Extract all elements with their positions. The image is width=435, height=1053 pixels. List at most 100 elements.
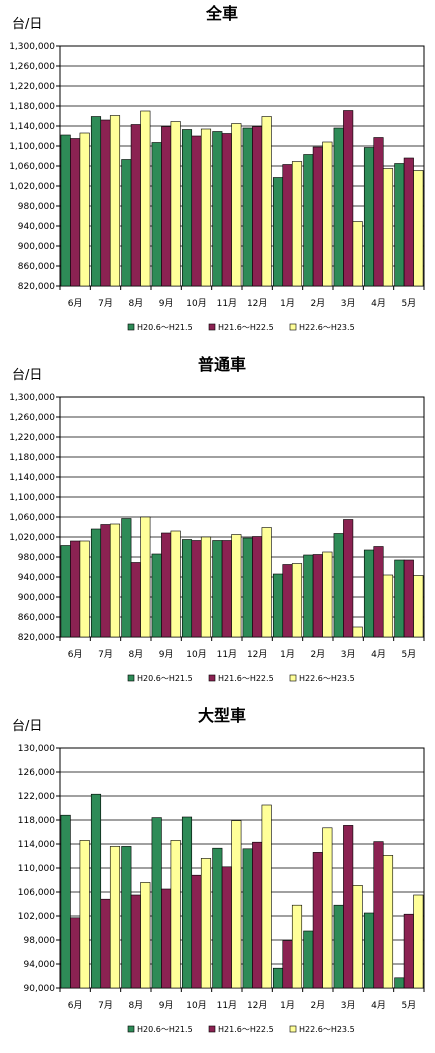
bar-all-vehicles-s3-2	[109, 115, 121, 287]
bar-all-vehicles-s3-9	[322, 141, 333, 287]
bar-large-vehicles-s1-3	[121, 846, 132, 989]
y-tick-label: 860,000	[18, 262, 55, 272]
x-category-label: 4月	[371, 298, 386, 309]
x-category-label: 11月	[217, 1000, 237, 1011]
y-tick-label: 98,000	[24, 936, 56, 946]
bar-all-vehicles-s3-8	[291, 161, 303, 287]
bar-large-vehicles-s2-9	[312, 852, 323, 989]
chart-all-vehicles: 全車台/日 1,300,000 1,260,000 1,220,000 1,180,00…	[9, 4, 425, 332]
y-tick-label: 110,000	[18, 864, 55, 874]
bar-all-vehicles-s1-5	[181, 129, 193, 287]
bar-large-vehicles-s1-4	[151, 817, 162, 989]
bar-all-vehicles-s3-10	[352, 221, 363, 287]
y-tick-label: 1,260,000	[9, 62, 55, 72]
bar-ordinary-vehicles-s2-9	[312, 554, 323, 638]
x-category-label: 10月	[186, 1000, 206, 1011]
y-tick-label: 940,000	[18, 573, 55, 583]
y-tick-label: 940,000	[18, 222, 55, 232]
bar-all-vehicles-s2-1	[70, 138, 81, 287]
bar-large-vehicles-s2-3	[130, 894, 141, 989]
bar-large-vehicles-s1-9	[303, 930, 314, 989]
bar-large-vehicles-s2-7	[252, 841, 263, 989]
legend-swatch	[208, 1025, 216, 1033]
legend-swatch	[289, 323, 297, 331]
bar-ordinary-vehicles-s3-2	[109, 523, 121, 638]
bar-large-vehicles-s2-12	[403, 913, 414, 989]
bar-ordinary-vehicles-s3-5	[200, 536, 212, 638]
bar-all-vehicles-s2-9	[312, 146, 323, 287]
bar-ordinary-vehicles-s3-9	[322, 551, 333, 638]
x-category-label: 6月	[68, 649, 83, 660]
bar-all-vehicles-s2-6	[221, 133, 232, 287]
bar-ordinary-vehicles-s1-6	[212, 540, 223, 638]
bar-all-vehicles-s2-8	[282, 164, 293, 287]
bar-all-vehicles-s2-3	[130, 124, 141, 287]
bar-all-vehicles-s2-4	[161, 126, 172, 287]
bar-all-vehicles-s1-9	[303, 154, 314, 287]
x-category-label: 8月	[128, 298, 143, 309]
legend-swatch	[208, 323, 216, 331]
y-tick-label: 130,000	[18, 744, 55, 754]
bar-large-vehicles-s3-9	[322, 827, 333, 989]
chart-panel-large-vehicles: 大型車 台/日 130,000 126,000 122,000 118,000 114,00…	[0, 702, 435, 1053]
bar-large-vehicles-s2-10	[343, 825, 354, 989]
y-tick-label: 980,000	[18, 553, 55, 563]
bar-all-vehicles-s2-11	[373, 137, 384, 287]
legend-label: H21.6～H22.5	[218, 323, 274, 332]
x-category-label: 11月	[217, 649, 237, 660]
y-tick-label: 1,020,000	[9, 533, 55, 543]
y-tick-label: 900,000	[18, 593, 55, 603]
bar-ordinary-vehicles-s3-3	[140, 516, 151, 638]
bar-ordinary-vehicles-s1-1	[60, 545, 71, 638]
bar-ordinary-vehicles-s1-11	[363, 549, 375, 638]
bar-large-vehicles-s2-8	[282, 940, 293, 989]
y-tick-label: 1,100,000	[9, 493, 55, 503]
legend-swatch	[127, 1025, 135, 1033]
x-category-label: 8月	[128, 649, 143, 660]
bar-all-vehicles-s1-3	[121, 159, 132, 287]
legend-swatch	[127, 323, 135, 331]
y-tick-label: 1,260,000	[9, 413, 55, 423]
bar-large-vehicles-s2-4	[161, 888, 172, 989]
bar-ordinary-vehicles-s2-6	[221, 540, 232, 638]
x-category-label: 2月	[310, 298, 325, 309]
x-category-label: 3月	[341, 1000, 356, 1011]
bar-ordinary-vehicles-s1-7	[242, 537, 253, 638]
x-category-label: 2月	[310, 649, 325, 660]
bar-large-vehicles-s2-1	[70, 917, 81, 989]
bar-large-vehicles-s3-11	[382, 855, 394, 989]
bar-large-vehicles-s1-2	[90, 793, 102, 989]
bar-all-vehicles-s3-3	[140, 110, 151, 287]
y-tick-label: 122,000	[18, 792, 55, 802]
bar-ordinary-vehicles-s2-2	[100, 524, 111, 638]
bar-ordinary-vehicles-s3-7	[261, 527, 272, 638]
legend-label: H22.6～H23.5	[299, 323, 355, 332]
bar-large-vehicles-s3-10	[352, 885, 363, 989]
bar-ordinary-vehicles-s3-1	[79, 540, 90, 638]
bar-large-vehicles-s1-6	[212, 847, 223, 989]
bar-large-vehicles-s1-1	[60, 814, 71, 989]
bar-large-vehicles-s3-7	[261, 804, 272, 989]
bar-large-vehicles-s3-2	[109, 846, 121, 989]
bar-ordinary-vehicles-s3-10	[352, 626, 363, 638]
bar-ordinary-vehicles-s3-11	[382, 574, 394, 638]
chart-panel-all-vehicles: 全車 台/日 1,300,000 1,260,000 1,220,000 1,180,00…	[0, 0, 435, 351]
bar-ordinary-vehicles-s3-4	[170, 530, 181, 638]
x-category-label: 2月	[310, 1000, 325, 1011]
bar-ordinary-vehicles-s1-9	[303, 554, 314, 638]
bar-all-vehicles-s1-7	[242, 127, 253, 287]
x-category-label: 12月	[247, 649, 267, 660]
legend-label: H20.6～H21.5	[137, 323, 193, 332]
bar-large-vehicles-s3-8	[291, 904, 303, 989]
y-tick-label: 1,220,000	[9, 433, 55, 443]
bar-ordinary-vehicles-s2-11	[373, 546, 384, 638]
bar-ordinary-vehicles-s3-8	[291, 563, 303, 638]
x-category-label: 7月	[98, 298, 113, 309]
x-category-label: 9月	[159, 649, 174, 660]
bar-ordinary-vehicles-s2-7	[252, 536, 263, 638]
y-axis-unit-label: 台/日	[12, 719, 42, 734]
bar-large-vehicles-s3-12	[413, 894, 424, 989]
bar-large-vehicles-s1-5	[181, 816, 193, 989]
bar-all-vehicles-s3-12	[413, 170, 424, 287]
